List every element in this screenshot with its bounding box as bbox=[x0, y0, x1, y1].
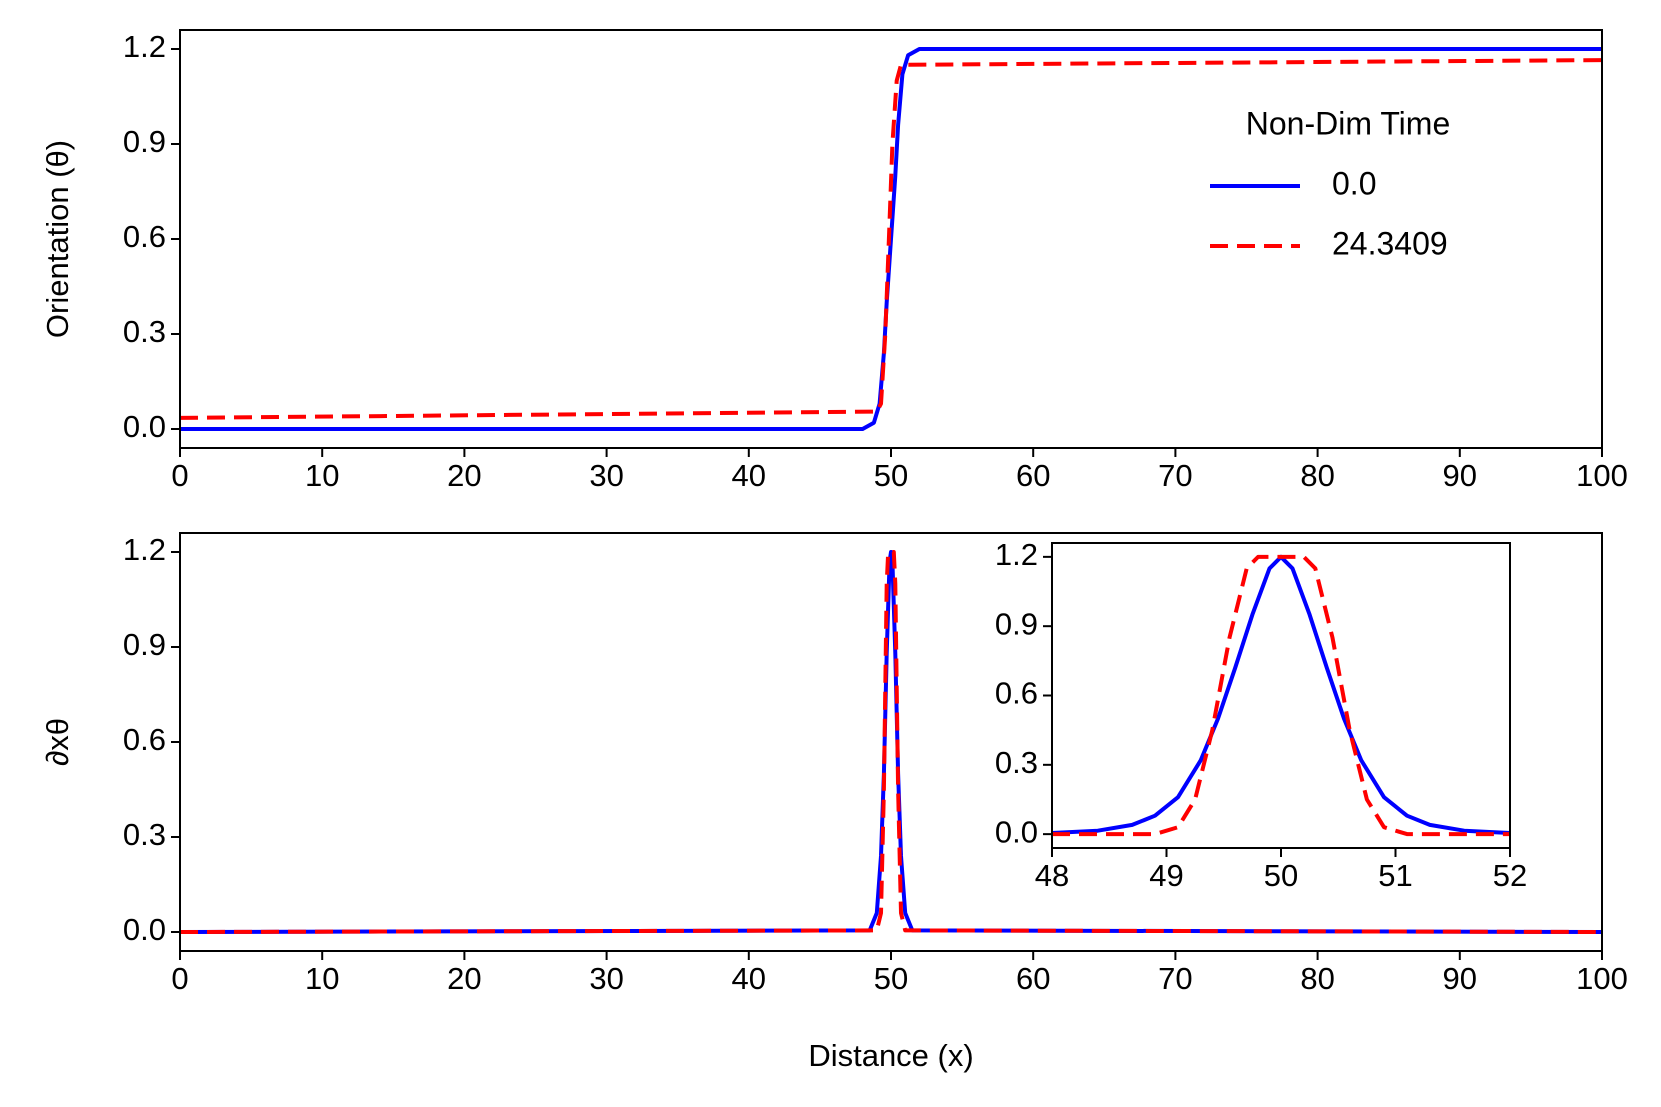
derivative-y-ticks: 0.0 0.3 0.6 0.9 1.2 bbox=[123, 532, 180, 947]
inset-panel: 48 49 50 51 52 0.0 0.3 0.6 0.9 1.2 bbox=[995, 537, 1527, 893]
inset-series-layer bbox=[1051, 554, 1511, 837]
derivative-x-tick-label: 70 bbox=[1158, 961, 1192, 996]
orientation-y-ticks: 0.0 0.3 0.6 0.9 1.2 bbox=[123, 29, 180, 444]
derivative-x-tick-label: 80 bbox=[1300, 961, 1334, 996]
legend-label-1: 24.3409 bbox=[1332, 225, 1448, 261]
derivative-y-axis-title: ∂xθ bbox=[40, 718, 75, 766]
derivative-series-1-line bbox=[179, 550, 1603, 934]
derivative-x-tick-label: 60 bbox=[1016, 961, 1050, 996]
derivative-x-tick-label: 50 bbox=[874, 961, 908, 996]
derivative-y-tick-label: 0.0 bbox=[123, 912, 166, 947]
derivative-x-tick-label: 90 bbox=[1443, 961, 1477, 996]
derivative-x-tick-label: 10 bbox=[305, 961, 339, 996]
orientation-x-tick-label: 100 bbox=[1576, 458, 1628, 493]
inset-y-tick-label: 0.9 bbox=[995, 606, 1038, 641]
derivative-panel: 0 10 20 30 40 50 60 70 80 90 100 0.0 0.3 0.6 0.9 1.2 ∂… bbox=[40, 532, 1628, 1073]
derivative-x-tick-label: 40 bbox=[732, 961, 766, 996]
legend-title: Non-Dim Time bbox=[1246, 105, 1450, 141]
orientation-x-tick-label: 80 bbox=[1300, 458, 1334, 493]
derivative-y-tick-label: 0.6 bbox=[123, 722, 166, 757]
orientation-y-axis-title: Orientation (θ) bbox=[40, 140, 75, 338]
orientation-x-tick-label: 30 bbox=[589, 458, 623, 493]
orientation-y-tick-label: 0.6 bbox=[123, 219, 166, 254]
derivative-x-tick-label: 100 bbox=[1576, 961, 1628, 996]
legend: Non-Dim Time 0.0 24.3409 bbox=[1210, 105, 1450, 261]
derivative-x-tick-label: 20 bbox=[447, 961, 481, 996]
orientation-x-ticks: 0 10 20 30 40 50 60 70 80 90 100 bbox=[171, 448, 1628, 493]
orientation-x-tick-label: 0 bbox=[171, 458, 188, 493]
orientation-x-tick-label: 20 bbox=[447, 458, 481, 493]
orientation-y-tick-label: 0.9 bbox=[123, 124, 166, 159]
orientation-x-tick-label: 70 bbox=[1158, 458, 1192, 493]
inset-series-1-line bbox=[1052, 554, 1510, 837]
x-axis-title: Distance (x) bbox=[808, 1038, 973, 1073]
inset-y-tick-label: 0.0 bbox=[995, 814, 1038, 849]
inset-y-tick-label: 1.2 bbox=[995, 537, 1038, 572]
derivative-x-tick-label: 30 bbox=[589, 961, 623, 996]
inset-y-tick-label: 0.3 bbox=[995, 745, 1038, 780]
inset-x-ticks: 48 49 50 51 52 bbox=[1035, 848, 1527, 893]
orientation-panel: 0 10 20 30 40 50 60 70 80 90 100 0.0 0.3 0.6 0.9 1.2 O… bbox=[40, 29, 1628, 493]
derivative-series-0-line bbox=[179, 550, 1603, 934]
orientation-y-tick-label: 0.0 bbox=[123, 409, 166, 444]
derivative-series-layer bbox=[179, 550, 1603, 934]
inset-plot-background bbox=[1052, 543, 1510, 848]
inset-x-tick-label: 50 bbox=[1264, 858, 1298, 893]
derivative-y-tick-label: 1.2 bbox=[123, 532, 166, 567]
orientation-x-tick-label: 60 bbox=[1016, 458, 1050, 493]
derivative-x-ticks: 0 10 20 30 40 50 60 70 80 90 100 bbox=[171, 951, 1628, 996]
orientation-y-tick-label: 0.3 bbox=[123, 314, 166, 349]
orientation-x-tick-label: 40 bbox=[732, 458, 766, 493]
inset-x-tick-label: 49 bbox=[1149, 858, 1183, 893]
derivative-y-tick-label: 0.3 bbox=[123, 817, 166, 852]
orientation-x-tick-label: 90 bbox=[1443, 458, 1477, 493]
legend-label-0: 0.0 bbox=[1332, 165, 1376, 201]
inset-x-tick-label: 48 bbox=[1035, 858, 1069, 893]
orientation-y-tick-label: 1.2 bbox=[123, 29, 166, 64]
orientation-series-layer bbox=[179, 47, 1603, 431]
derivative-x-tick-label: 0 bbox=[171, 961, 188, 996]
derivative-y-tick-label: 0.9 bbox=[123, 627, 166, 662]
orientation-series-1-line bbox=[179, 58, 1603, 420]
inset-y-ticks: 0.0 0.3 0.6 0.9 1.2 bbox=[995, 537, 1052, 849]
orientation-x-tick-label: 10 bbox=[305, 458, 339, 493]
orientation-series-0-line bbox=[180, 47, 1602, 431]
inset-x-tick-label: 51 bbox=[1378, 858, 1412, 893]
inset-x-tick-label: 52 bbox=[1493, 858, 1527, 893]
orientation-x-tick-label: 50 bbox=[874, 458, 908, 493]
inset-y-tick-label: 0.6 bbox=[995, 676, 1038, 711]
